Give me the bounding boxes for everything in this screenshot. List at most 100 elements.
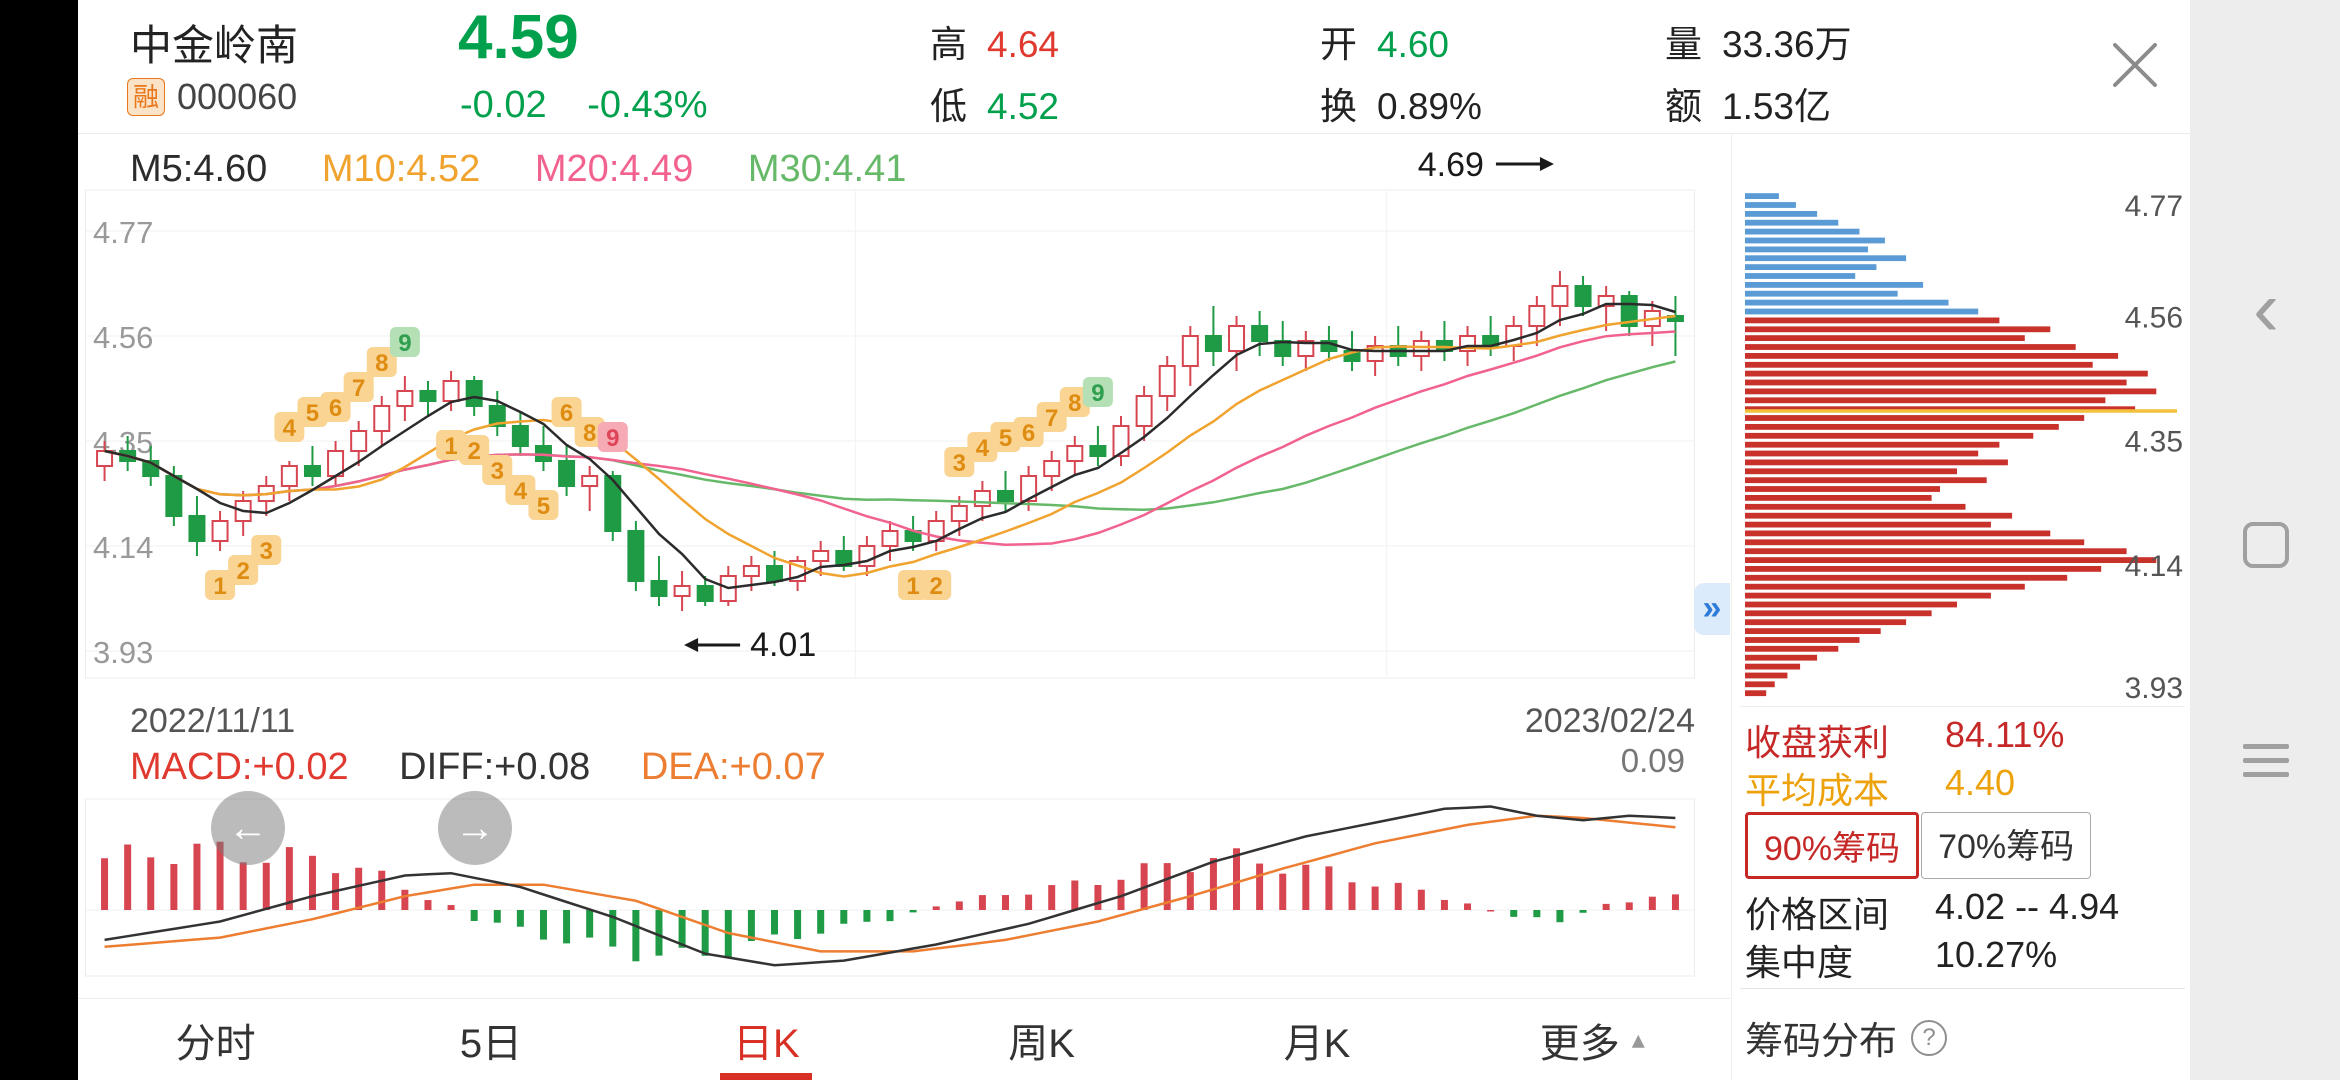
date-range-row: 2022/11/11 2023/02/24: [85, 702, 1695, 741]
svg-text:8: 8: [1068, 390, 1081, 417]
macd-labels-row: MACD:+0.02 DIFF:+0.08 DEA:+0.07: [130, 746, 866, 789]
chip-distribution-label: 筹码分布: [1745, 1021, 1898, 1063]
svg-text:4: 4: [514, 478, 528, 505]
volume-label: 量: [1665, 24, 1702, 65]
signal-badge: [505, 475, 536, 505]
tab-daily-k[interactable]: 日K: [629, 999, 904, 1080]
svg-text:4: 4: [976, 435, 990, 462]
macd-chart[interactable]: [85, 798, 1695, 978]
svg-text:3: 3: [491, 458, 504, 485]
signal-badge: [921, 570, 952, 600]
svg-text:7: 7: [1045, 405, 1058, 432]
signal-badge: [551, 397, 582, 427]
closing-profit-value: 84.11%: [1945, 714, 2065, 755]
svg-text:2: 2: [930, 573, 943, 600]
svg-text:3: 3: [953, 450, 966, 477]
concentration-value: 10.27%: [1935, 934, 2058, 975]
expand-panel-button[interactable]: »: [1694, 583, 1730, 635]
chips-90-button[interactable]: 90%筹码: [1745, 812, 1920, 879]
chip-distribution-chart[interactable]: 4.77 4.56 4.35 4.14 3.93: [1745, 192, 2185, 712]
closing-profit-label: 收盘获利: [1745, 722, 1890, 763]
concentration-row: 集中度 10.27%: [1745, 934, 2185, 986]
svg-text:4.77: 4.77: [93, 215, 153, 250]
signal-badge: [1082, 377, 1113, 407]
max-price-annotation: 4.69: [1418, 146, 1484, 184]
tab-more[interactable]: 更多 ▴: [1539, 1021, 1645, 1066]
signal-badge: [574, 417, 605, 447]
svg-text:9: 9: [1091, 380, 1104, 407]
signal-badge: [366, 347, 397, 377]
date-end: 2023/02/24: [1524, 702, 1695, 740]
close-button[interactable]: [2090, 20, 2180, 110]
signal-badge: [482, 455, 513, 485]
svg-text:1: 1: [906, 573, 919, 600]
ma20-line: [104, 330, 1676, 546]
min-price-annotation: 4.01: [750, 626, 816, 664]
signal-badge: [389, 327, 420, 357]
dea-line: [104, 814, 1676, 953]
dea-value-label: DEA:+0.07: [640, 746, 826, 788]
tab-5day[interactable]: 5日: [459, 1021, 523, 1066]
chip-distribution-footer: 筹码分布 ?: [1745, 1010, 1948, 1065]
open-value: 4.60: [1377, 24, 1450, 65]
system-recents-icon[interactable]: [2243, 744, 2289, 786]
signal-badge: [459, 435, 490, 465]
macd-axis-max: 0.09: [1620, 742, 1685, 779]
system-rail: [2190, 0, 2340, 1080]
svg-text:4.14: 4.14: [2125, 550, 2183, 583]
margin-trading-badge: 融: [127, 78, 165, 116]
period-tabbar: 分时 5日 日K 周K 月K 更多 ▴: [78, 998, 1730, 1080]
diff-line: [104, 805, 1676, 967]
signal-badge: [205, 570, 236, 600]
stock-code: 000060: [177, 76, 298, 117]
svg-text:1: 1: [444, 433, 457, 460]
svg-text:8: 8: [375, 350, 388, 377]
system-home-icon[interactable]: [2243, 522, 2289, 568]
stock-name: 中金岭南: [130, 22, 299, 69]
signal-badge: [990, 422, 1021, 452]
svg-text:2: 2: [467, 438, 480, 465]
low-label: 低: [930, 86, 967, 127]
signal-badge: [1059, 387, 1090, 417]
signal-badge: [320, 392, 351, 422]
macd-value-label: MACD:+0.02: [130, 746, 349, 788]
tab-monthly-k[interactable]: 月K: [1283, 1021, 1351, 1066]
ma-labels-row: M5:4.60 M10:4.52 M20:4.49 M30:4.41: [130, 148, 950, 191]
chips-divider: [1740, 706, 2185, 707]
right-panel-divider: [1740, 988, 2185, 989]
tab-intraday[interactable]: 分时: [175, 1021, 256, 1066]
svg-text:4.14: 4.14: [93, 530, 153, 565]
open-label: 开: [1320, 24, 1357, 65]
scroll-left-button[interactable]: ←: [211, 791, 285, 865]
svg-text:4.56: 4.56: [2125, 301, 2183, 334]
price-change: -0.02: [460, 84, 547, 126]
high-label: 高: [930, 24, 967, 65]
svg-text:3.93: 3.93: [93, 635, 153, 670]
chips-70-button[interactable]: 70%筹码: [1921, 812, 2092, 879]
turnover-rate-value: 0.89%: [1377, 86, 1482, 127]
signal-badge: [251, 535, 282, 565]
high-value: 4.64: [987, 24, 1060, 65]
signal-badge: [898, 570, 929, 600]
avg-cost-value: 4.40: [1945, 762, 2016, 803]
caret-up-icon: ▴: [1631, 1024, 1645, 1054]
svg-text:8: 8: [583, 420, 596, 447]
scroll-right-button[interactable]: →: [438, 791, 512, 865]
signal-badge: [967, 432, 998, 462]
svg-text:3: 3: [260, 538, 273, 565]
ma10-line: [104, 314, 1676, 578]
ma30-label: M30:4.41: [747, 148, 907, 190]
volume-value: 33.36万: [1722, 24, 1852, 65]
system-back-icon[interactable]: ‹: [2253, 264, 2279, 352]
tab-weekly-k[interactable]: 周K: [1008, 1021, 1075, 1066]
svg-text:1: 1: [213, 573, 226, 600]
price-range-label: 价格区间: [1745, 894, 1890, 935]
svg-text:9: 9: [398, 330, 411, 357]
signal-badge: [228, 555, 259, 585]
closing-profit-row: 收盘获利 84.11%: [1745, 714, 2185, 766]
signal-badge: [436, 430, 467, 460]
help-icon[interactable]: ?: [1911, 1019, 1948, 1056]
amount-label: 额: [1665, 86, 1702, 127]
